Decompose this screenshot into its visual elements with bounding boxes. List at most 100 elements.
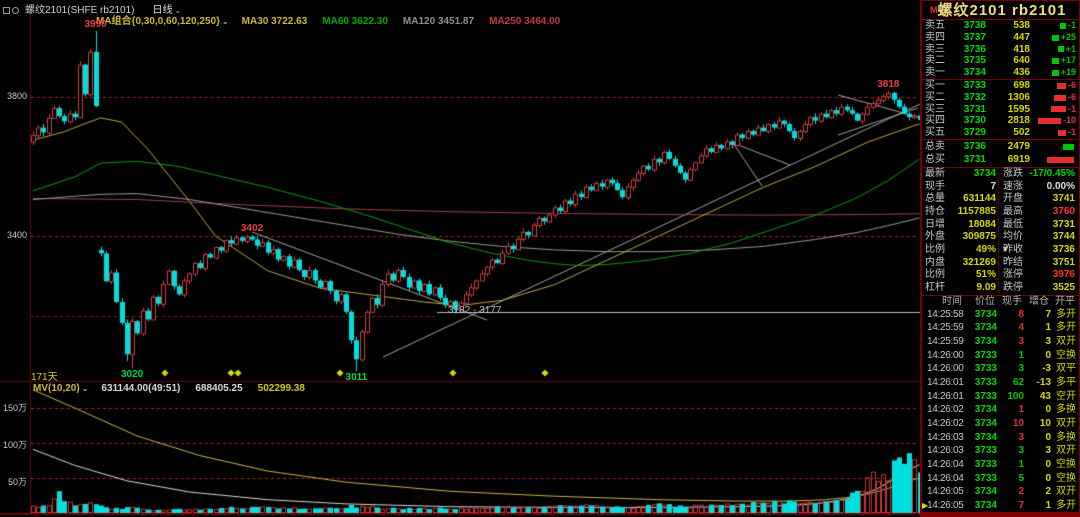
trade-row[interactable]: 14:26:01 3733 100 43 空开 [922, 390, 1079, 404]
bid-row[interactable]: 买一 3733 698 -6 [922, 80, 1079, 92]
trade-time: 14:26:05 [927, 486, 964, 498]
quote-panel: M螺纹2101 rb2101 卖五 3738 538 -1 卖四 3737 447 +25 卖三… [920, 0, 1080, 517]
stat-label: 最新 [925, 167, 945, 179]
period-label: 日线 [152, 5, 173, 16]
delta-bar [1050, 106, 1066, 113]
level-price: 3729 [963, 127, 986, 139]
trade-time: 14:25:58 [927, 308, 964, 320]
trades-col-delta: 增仓 [1029, 295, 1049, 307]
stat-value: 49% [975, 244, 996, 256]
instrument-title[interactable]: M螺纹2101 rb2101 [921, 0, 1080, 20]
ma-legend-item[interactable]: MA30 3722.63 [242, 16, 310, 27]
trade-volume: 10 [1012, 417, 1024, 429]
stat-label: 速涨 [998, 180, 1026, 194]
chart-header: 螺纹2101(SHFE rb2101) 日线 ⌄ [3, 1, 181, 16]
window-icon-circle[interactable] [12, 6, 19, 14]
ask-row[interactable]: 卖二 3735 640 +17 [922, 55, 1079, 67]
ask-row[interactable]: 卖四 3737 447 +25 [922, 32, 1079, 44]
stat-label: 均价▾ [998, 231, 1026, 255]
trade-row[interactable]: 14:26:05 3734 2 2 双开 [922, 485, 1079, 499]
mv-legend-item[interactable]: 502299.38 [258, 383, 307, 394]
stat-label: 比例 [925, 269, 945, 281]
ma-legend-text: MA250 3464.00 [489, 16, 561, 27]
trade-row[interactable]: 14:26:01 3733 62 -13 多平 [922, 376, 1079, 390]
trade-row[interactable]: 14:26:04 3733 1 0 空换 [922, 458, 1079, 472]
level-volume: 436 [1013, 67, 1030, 79]
trade-time: 14:26:01 [927, 377, 964, 389]
delta-value: +17 [1060, 55, 1076, 66]
trade-row[interactable]: 14:25:59 3734 4 1 多开 [922, 321, 1079, 335]
ask-levels: 卖五 3738 538 -1 卖四 3737 447 +25 卖三 3736 418 +1 卖二 3735… [921, 19, 1080, 80]
delta-value: +25 [1060, 31, 1076, 42]
ma-legend-item[interactable]: MA组合{0,30,0,60,120,250} ⌄ [96, 16, 229, 27]
window-icon-square[interactable] [3, 6, 10, 14]
trade-time: 14:26:03 [927, 445, 964, 457]
bid-row[interactable]: 买三 3731 1595 -1 [922, 104, 1079, 116]
bid-row[interactable]: 买二 3732 1306 -6 [922, 92, 1079, 104]
delta-value: -10 [1062, 115, 1076, 126]
trade-row[interactable]: 14:26:02 3734 10 10 双开 [922, 417, 1079, 431]
trade-delta: 3 [1045, 445, 1051, 457]
mv-legend-item[interactable]: MV(10,20) ⌄ [33, 383, 88, 394]
trade-volume: 3 [1018, 336, 1024, 348]
level-delta: -1 [1030, 104, 1079, 116]
trade-time: 14:25:59 [927, 322, 964, 334]
trade-type: 多开 [1056, 308, 1076, 320]
ma-legend-item[interactable]: MA250 3464.00 [489, 16, 562, 27]
trade-row[interactable]: 14:26:00 3733 1 0 空换 [922, 349, 1079, 363]
ask-row[interactable]: 卖五 3738 538 -1 [922, 20, 1079, 32]
trade-price: 3734 [974, 336, 997, 348]
trade-type: 多开 [1056, 499, 1076, 511]
days-count-label: 171天 [31, 372, 58, 383]
trade-delta: 1 [1045, 499, 1051, 511]
trade-volume: 7 [1018, 499, 1024, 511]
stat-row: 持仓 1157885 最高 3760 [922, 206, 1079, 219]
ma-legend-item[interactable]: MA120 3451.87 [403, 16, 476, 27]
delta-value: -1 [1067, 20, 1076, 30]
trade-row[interactable]: 14:26:03 3733 3 3 双开 [922, 444, 1079, 458]
mv-legend-item[interactable]: 688405.25 [195, 383, 244, 394]
trade-row[interactable]: 14:26:00 3733 3 -3 双平 [922, 362, 1079, 376]
stat-value: 3734 [973, 167, 996, 179]
bid-row[interactable]: 买四 3730 2818 -10 [922, 115, 1079, 127]
volume-axis-tick: 100万 [2, 440, 27, 450]
level-delta: +17 [1030, 55, 1079, 67]
trade-row[interactable]: 14:26:03 3734 3 0 多换 [922, 431, 1079, 445]
level-price: 3734 [963, 67, 986, 79]
bottom-strip [921, 512, 1080, 517]
trade-delta: 0 [1045, 349, 1051, 361]
price-chart-canvas[interactable] [0, 0, 922, 517]
trade-row[interactable]: 14:26:02 3734 1 0 多换 [922, 403, 1079, 417]
mv-legend-item[interactable]: 631144.00(49:51) [101, 383, 182, 394]
level-volume: 2818 [1007, 115, 1030, 127]
bid-row[interactable]: 买五 3729 502 -1 [922, 127, 1079, 139]
total-row[interactable]: 总卖 3736 2479 [922, 140, 1079, 154]
stat-label: 日增 [925, 218, 945, 230]
price-annotation: 3182 - 3177 [448, 305, 502, 316]
stat-value: 3731 [1052, 218, 1075, 230]
trade-row[interactable]: 14:26:04 3733 5 0 空换 [922, 472, 1079, 486]
mv-legend-text: 688405.25 [195, 383, 243, 394]
trade-row[interactable]: ▶ 14:26:05 3734 7 1 多开 [922, 499, 1079, 513]
delta-bar [1047, 157, 1074, 164]
ask-row[interactable]: 卖三 3736 418 +1 [922, 44, 1079, 56]
delta-bar [1057, 46, 1064, 53]
trade-row[interactable]: 14:25:58 3734 8 7 多开 [922, 308, 1079, 322]
period-dropdown[interactable]: 日线 ⌄ [153, 5, 182, 16]
level-label: 卖四 [925, 31, 945, 43]
trade-row[interactable]: 14:25:59 3734 3 3 双开 [922, 335, 1079, 349]
total-delta [1030, 143, 1079, 150]
stat-label: 昨收 [998, 244, 1026, 257]
stat-row: 总量 631144 开盘 3741 [922, 193, 1079, 207]
stat-value: 0.00% [1046, 180, 1075, 192]
level-label: 卖三 [925, 43, 945, 55]
total-label: 总卖 [925, 140, 945, 152]
stat-row: 外盘 309875 均价▾ 3744 [922, 231, 1079, 255]
ask-row[interactable]: 卖一 3734 436 +19 [922, 67, 1079, 79]
level-delta: +1 [1030, 44, 1079, 56]
ma-legend-item[interactable]: MA60 3622.30 [322, 16, 390, 27]
total-row[interactable]: 总买 3731 6919 [922, 153, 1079, 167]
level-label: 卖五 [925, 20, 945, 31]
trades-list: 14:25:58 3734 8 7 多开 14:25:59 3734 4 1 多开 14:25:59… [922, 308, 1079, 513]
